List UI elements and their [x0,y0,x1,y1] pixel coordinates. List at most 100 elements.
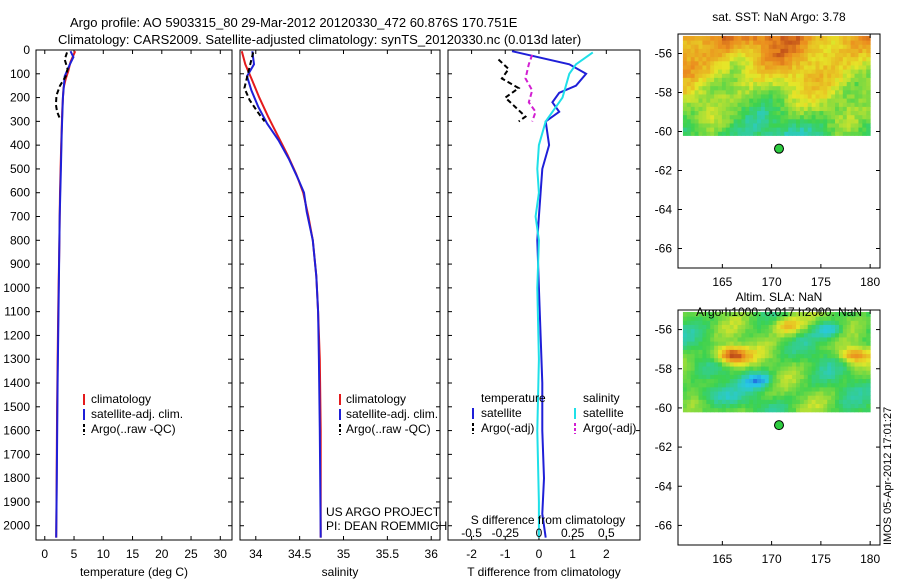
sla_map-cell [846,407,852,413]
sla_map-cell [698,407,703,413]
sst_map-cell [729,89,735,95]
sst_map-cell [741,35,746,41]
sst_map-cell [721,56,727,62]
sst_map-cell [686,110,692,116]
sst_map-cell [753,110,758,116]
sst_map-cell [710,114,715,120]
sst_map-cell [807,102,813,107]
sla_map-cell [842,324,848,330]
sla_map-cell [858,311,863,317]
sla_map-cell [768,374,774,380]
sla_map-cell [799,311,805,317]
temperature-legend-label: Argo(..raw -QC) [91,422,176,436]
sst_map-cell [854,89,859,95]
sst_map-cell [858,110,863,116]
sla_map-cell [698,395,703,400]
sst_map-cell [807,73,813,78]
sla_map-cell [698,324,703,330]
sst_map-cell [702,77,707,83]
sst_map-ytick-label: -60 [655,125,673,139]
sst_map-cell [788,73,793,78]
sst_map-cell [760,102,766,107]
sla_map-cell [838,361,844,367]
sst_map-cell [772,93,778,99]
sst_map-cell [803,64,809,70]
sla_map-cell [862,386,867,392]
sla_map-cell [698,336,703,342]
sst_map-cell [718,81,723,87]
sst_map-cell [846,60,852,66]
sla_map-cell [690,403,696,409]
sla_map-cell [757,320,762,325]
sst_map-cell [741,127,746,132]
salinity-xtick-label: 35 [337,547,351,561]
sst_map-cell [682,118,688,124]
sst_map-cell [764,102,770,107]
sst_map-cell [846,85,852,91]
sst_map-cell [807,85,813,91]
sla_map-cell [772,345,778,350]
sst_map-cell [690,131,696,136]
sla_map-cell [725,316,731,321]
sla_map-cell [827,370,832,375]
sst_map-cell [819,127,824,132]
sst_map-cell [819,114,824,120]
sla_map-cell [714,328,719,334]
sla_map-cell [686,391,692,396]
sst_map-cell [718,64,723,70]
sla_map-cell [753,328,758,334]
difference-legend-sal-label: satellite [583,406,624,420]
sst_map-cell [866,40,871,45]
sst_map-cell [811,110,817,116]
sla_map-cell [718,399,723,405]
sla_map-cell [780,395,785,400]
sst_map-cell [838,98,844,103]
sla_map-cell [737,374,742,380]
sst_map-cell [823,98,828,103]
temperature-ytick-label: 400 [10,138,30,152]
sla_map-cell [686,320,692,325]
salinity-annotation: US ARGO PROJECT [326,505,441,519]
sst_map-cell [772,40,778,45]
sst_map-cell [749,93,754,99]
sla_map-cell [831,324,836,330]
sla_map-cell [710,370,715,375]
sst_map-cell [714,98,719,103]
sla_map-cell [718,407,723,413]
sla_map-cell [784,399,789,405]
difference-series-t-argo-adj- [497,58,528,123]
sst_map-cell [772,110,778,116]
sst_map-cell [721,73,727,78]
sla_map-cell [792,395,797,400]
sla_map-cell [792,370,797,375]
sst_map-cell [780,64,785,70]
sla_map-cell [819,316,824,321]
sla_map-cell [862,391,867,396]
sst_map-cell [682,89,688,95]
sst_map-cell [780,56,785,62]
sla_map-cell [807,336,813,342]
sla_map-cell [760,395,766,400]
sst_map-cell [760,106,766,112]
sst_map-cell [819,56,824,62]
sst_map-cell [815,69,820,74]
sst_map-cell [823,73,828,78]
sst_map-cell [733,44,739,49]
sst_map-cell [749,56,754,62]
sst_map-cell [737,52,742,58]
sla_map-cell [718,336,723,342]
sst_map-cell [690,44,696,49]
sst_map-cell [686,85,692,91]
sla_map-cell [780,345,785,350]
sst_map-cell [835,73,840,78]
sst_map-cell [838,89,844,95]
sla_map-cell [850,353,856,359]
sst_map-cell [792,110,797,116]
sla_map-cell [725,399,731,405]
sla_map-cell [698,311,703,317]
sla_map-cell [698,341,703,346]
sst_map-cell [862,102,867,107]
sst_map-cell [694,118,700,124]
sla_map-cell [838,399,844,405]
sst_map-cell [714,127,719,132]
